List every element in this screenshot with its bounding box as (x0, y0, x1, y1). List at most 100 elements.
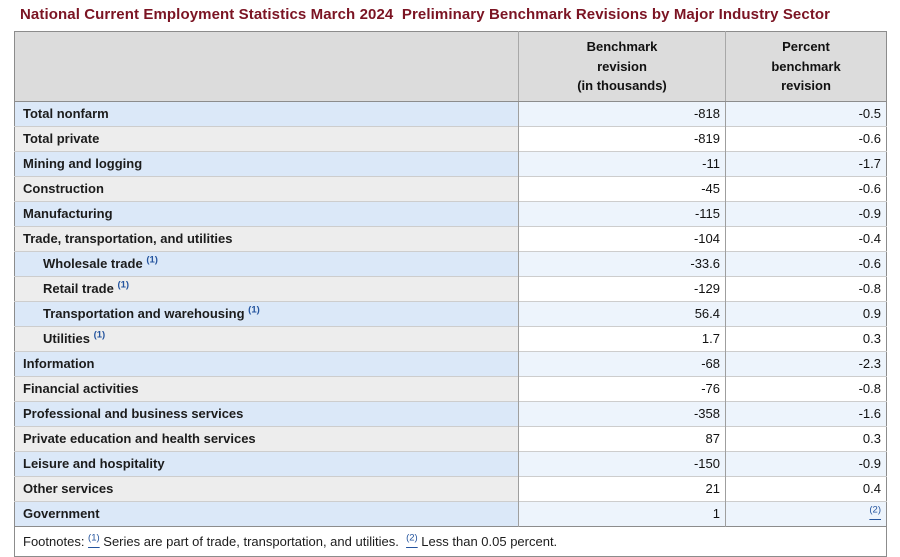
footnotes-row: Footnotes: (1) Series are part of trade,… (14, 525, 887, 556)
industry-label: Financial activities (23, 381, 139, 396)
table-row: Private education and health services 87 0… (14, 425, 887, 451)
benchmark-revision-column-header: Benchmark revision (in thousands) (518, 31, 726, 102)
industry-label: Total private (23, 131, 100, 146)
benchmark-revision-value: -76 (518, 375, 726, 401)
page-title: National Current Employment Statistics M… (20, 6, 831, 23)
industry-label: Professional and business services (23, 406, 244, 421)
header-row: Benchmark revision (in thousands) Percen… (14, 31, 887, 102)
table-row: Transportation and warehousing (1) 56.4 0.… (14, 300, 887, 326)
footnote-marker: (1) (93, 329, 106, 341)
industry-label-cell: Government (14, 500, 519, 526)
percent-revision-value: (2) (725, 500, 887, 526)
industry-label: Transportation and warehousing (43, 306, 245, 321)
benchmark-revision-value: 1 (518, 500, 726, 526)
percent-revision-value: -1.7 (725, 150, 887, 176)
percent-revision-value: -0.6 (725, 125, 887, 151)
industry-label: Utilities (43, 331, 90, 346)
industry-label: Trade, transportation, and utilities (23, 231, 233, 246)
table-row: Financial activities -76 -0.8 (14, 375, 887, 401)
industry-label: Government (23, 506, 100, 521)
footnote-1-marker-link[interactable]: (1) (146, 254, 158, 271)
industry-label: Construction (23, 181, 104, 196)
industry-label: Manufacturing (23, 206, 113, 221)
table-row: Leisure and hospitality -150 -0.9 (14, 450, 887, 476)
industry-column-header (14, 31, 519, 102)
footnote-1-marker-link[interactable]: (1) (117, 279, 130, 296)
table-row: Information -68 -2.3 (14, 350, 887, 376)
footnote-marker: (1) (146, 254, 158, 266)
benchmark-revision-value: -150 (518, 450, 726, 476)
benchmark-revision-value: -11 (518, 150, 726, 176)
benchmark-revision-value: -45 (518, 175, 726, 201)
footnote-text: Series are part of trade, transportation… (99, 533, 407, 549)
percent-revision-value: -1.6 (725, 400, 887, 426)
footnote-2-marker-link[interactable]: (2) (869, 504, 881, 521)
industry-label: Total nonfarm (23, 106, 109, 121)
benchmark-revision-value: -818 (518, 100, 726, 126)
footnote-1-definition-link[interactable]: (1) (88, 532, 100, 549)
industry-label-cell: Transportation and warehousing (1) (14, 300, 519, 326)
footnote-marker: (2) (869, 504, 881, 516)
industry-label-cell: Retail trade (1) (14, 275, 519, 301)
footnote-1-marker-link[interactable]: (1) (93, 329, 106, 346)
table-row: Total nonfarm -818 -0.5 (14, 100, 887, 126)
industry-label-cell: Other services (14, 475, 519, 501)
industry-label-cell: Construction (14, 175, 519, 201)
industry-label: Leisure and hospitality (23, 456, 165, 471)
industry-label-cell: Financial activities (14, 375, 519, 401)
industry-label-cell: Mining and logging (14, 150, 519, 176)
table-row: Trade, transportation, and utilities -104… (14, 225, 887, 251)
industry-label-cell: Manufacturing (14, 200, 519, 226)
benchmark-revision-value: -33.6 (518, 250, 726, 276)
percent-revision-value: 0.9 (725, 300, 887, 326)
industry-label-cell: Wholesale trade (1) (14, 250, 519, 276)
industry-label: Wholesale trade (43, 256, 143, 271)
industry-label-cell: Private education and health services (14, 425, 519, 451)
footnote-marker: (1) (88, 532, 100, 544)
footnotes: Footnotes: (1) Series are part of trade,… (14, 525, 887, 556)
industry-label: Information (23, 356, 95, 371)
industry-label: Private education and health services (23, 431, 256, 446)
table-row: Manufacturing -115 -0.9 (14, 200, 887, 226)
benchmark-revision-value: 87 (518, 425, 726, 451)
industry-label: Retail trade (43, 281, 114, 296)
footnote-1-marker-link[interactable]: (1) (248, 305, 260, 321)
benchmark-revision-value: 21 (518, 475, 726, 501)
benchmark-revision-value: -104 (518, 225, 726, 251)
percent-revision-value: 0.3 (725, 425, 887, 451)
benchmark-revision-value: -115 (518, 200, 726, 226)
percent-revision-column-header: Percent benchmark revision (725, 31, 887, 102)
table-row: Utilities (1) 1.7 0.3 (14, 325, 887, 351)
table-row: Total private -819 -0.6 (14, 125, 887, 151)
table-row: Government 1 (2) (14, 500, 887, 526)
table-row: Construction -45 -0.6 (14, 175, 887, 201)
percent-revision-value: -0.8 (725, 375, 887, 401)
footnote-marker: (2) (406, 532, 418, 544)
benchmark-revision-value: 56.4 (518, 300, 726, 326)
industry-label-cell: Information (14, 350, 519, 376)
table-row: Mining and logging -11 -1.7 (14, 150, 887, 176)
percent-revision-value: -2.3 (725, 350, 887, 376)
footnote-2-definition-link[interactable]: (2) (406, 532, 418, 549)
footnote-marker: (1) (117, 279, 130, 291)
percent-revision-value: -0.8 (725, 275, 887, 301)
percent-revision-value: -0.9 (725, 450, 887, 476)
industry-label-cell: Total nonfarm (14, 100, 519, 126)
industry-label: Other services (23, 481, 114, 496)
benchmark-revision-value: -358 (518, 400, 726, 426)
percent-revision-value: -0.6 (725, 250, 887, 276)
industry-label-cell: Utilities (1) (14, 325, 519, 351)
industry-label: Mining and logging (23, 156, 143, 171)
benchmark-revision-value: -68 (518, 350, 726, 376)
benchmark-revision-value: -129 (518, 275, 726, 301)
table-row: Wholesale trade (1) -33.6 -0.6 (14, 250, 887, 276)
benchmark-revisions-table: Benchmark revision (in thousands) Percen… (14, 31, 887, 557)
benchmark-revision-value: 1.7 (518, 325, 726, 351)
industry-label-cell: Professional and business services (14, 400, 519, 426)
footnotes-label: Footnotes: (23, 533, 89, 549)
footnote-text: Less than 0.05 percent. (417, 533, 558, 549)
percent-revision-value: 0.4 (725, 475, 887, 501)
table-row: Retail trade (1) -129 -0.8 (14, 275, 887, 301)
table-body: Total nonfarm -818 -0.5 Total private -819 -0… (14, 100, 887, 526)
